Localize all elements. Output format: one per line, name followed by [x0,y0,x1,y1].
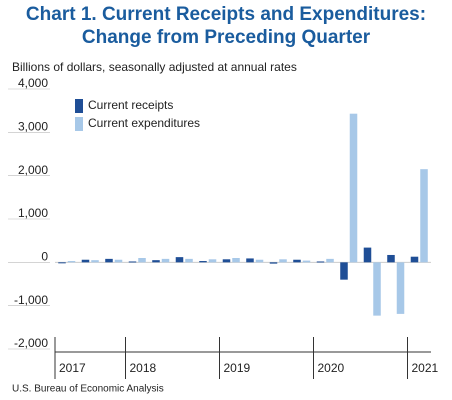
y-tick-label: 0 [41,250,48,264]
x-tick-label: 2019 [224,361,251,375]
bar [58,262,66,264]
bar [105,258,113,263]
bar [373,262,381,316]
bar [269,262,278,264]
legend-swatch [75,99,83,113]
x-tick-label: 2021 [412,361,439,375]
bar [246,258,254,263]
chart-title: Chart 1. Current Receipts and Expenditur… [26,4,426,25]
y-tick-label: 4,000 [18,76,48,90]
bar [114,259,123,263]
bar [152,260,160,263]
bar [420,169,428,263]
subtitle: Billions of dollars, seasonally adjusted… [12,60,297,74]
chart-title: Change from Preceding Quarter [82,27,371,48]
x-tick-label: 2017 [59,361,86,375]
bar [67,261,76,263]
bar [232,258,240,263]
legend-swatch [75,117,83,131]
source: U.S. Bureau of Economic Analysis [12,384,164,395]
bar [410,256,419,263]
bar [128,261,137,263]
y-tick-label: -2,000 [14,336,48,350]
bar [208,259,217,263]
y-tick-label: 1,000 [18,206,48,220]
bar [175,257,184,263]
y-tick-label: 2,000 [18,163,48,177]
y-tick-label: 3,000 [18,120,48,134]
bar [302,260,311,263]
legend-label: Current expenditures [88,116,200,130]
bar [185,258,193,263]
bar [81,259,90,263]
legend-label: Current receipts [88,98,173,112]
y-tick-label: -1,000 [14,293,48,307]
bar [340,262,348,280]
bar [161,258,170,263]
x-tick-label: 2020 [318,361,345,375]
bar [222,259,231,263]
bar [91,260,99,263]
bar [293,259,301,263]
bar [279,259,287,263]
bar [326,258,334,263]
x-tick-label: 2018 [130,361,157,375]
bar [255,259,264,263]
bar [387,254,395,263]
bar [363,247,372,263]
bar [199,261,207,263]
bar [396,262,405,314]
bar [349,113,358,263]
bar [316,261,325,263]
bar [138,258,146,263]
